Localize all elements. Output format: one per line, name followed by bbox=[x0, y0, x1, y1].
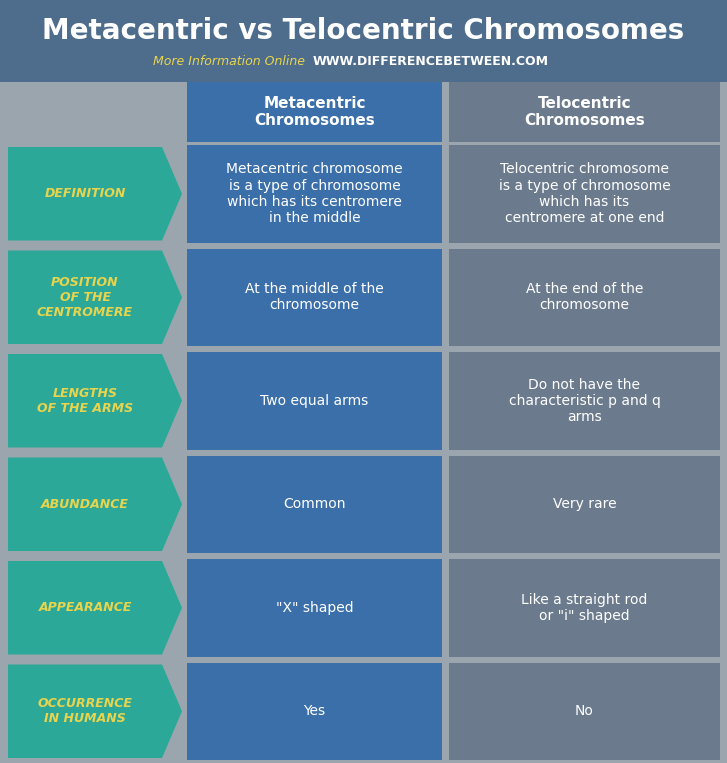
Text: Common: Common bbox=[284, 497, 346, 511]
Text: Metacentric chromosome
is a type of chromosome
which has its centromere
in the m: Metacentric chromosome is a type of chro… bbox=[226, 163, 403, 225]
FancyBboxPatch shape bbox=[449, 456, 720, 553]
FancyBboxPatch shape bbox=[187, 249, 442, 346]
Polygon shape bbox=[8, 147, 182, 240]
Text: Do not have the
characteristic p and q
arms: Do not have the characteristic p and q a… bbox=[509, 378, 660, 424]
FancyBboxPatch shape bbox=[449, 662, 720, 760]
Text: Telocentric chromosome
is a type of chromosome
which has its
centromere at one e: Telocentric chromosome is a type of chro… bbox=[499, 163, 670, 225]
FancyBboxPatch shape bbox=[449, 352, 720, 449]
Text: Metacentric
Chromosomes: Metacentric Chromosomes bbox=[254, 96, 375, 128]
FancyBboxPatch shape bbox=[449, 559, 720, 656]
FancyBboxPatch shape bbox=[187, 352, 442, 449]
Text: Telocentric
Chromosomes: Telocentric Chromosomes bbox=[524, 96, 645, 128]
Polygon shape bbox=[8, 665, 182, 758]
Text: No: No bbox=[575, 704, 594, 718]
FancyBboxPatch shape bbox=[187, 82, 442, 142]
Text: APPEARANCE: APPEARANCE bbox=[39, 601, 132, 614]
Text: LENGTHS
OF THE ARMS: LENGTHS OF THE ARMS bbox=[37, 387, 133, 415]
Polygon shape bbox=[8, 561, 182, 655]
Text: Metacentric vs Telocentric Chromosomes: Metacentric vs Telocentric Chromosomes bbox=[42, 17, 685, 45]
FancyBboxPatch shape bbox=[449, 249, 720, 346]
Polygon shape bbox=[8, 250, 182, 344]
Text: Two equal arms: Two equal arms bbox=[260, 394, 369, 407]
Polygon shape bbox=[8, 458, 182, 551]
Text: DEFINITION: DEFINITION bbox=[44, 187, 126, 200]
Text: At the end of the
chromosome: At the end of the chromosome bbox=[526, 282, 643, 312]
Polygon shape bbox=[8, 354, 182, 448]
Text: WWW.DIFFERENCEBETWEEN.COM: WWW.DIFFERENCEBETWEEN.COM bbox=[313, 55, 549, 68]
Text: More Information Online: More Information Online bbox=[153, 55, 305, 68]
FancyBboxPatch shape bbox=[0, 0, 727, 82]
Text: "X" shaped: "X" shaped bbox=[276, 600, 353, 615]
FancyBboxPatch shape bbox=[187, 456, 442, 553]
Text: Very rare: Very rare bbox=[553, 497, 616, 511]
Text: Yes: Yes bbox=[303, 704, 326, 718]
FancyBboxPatch shape bbox=[187, 662, 442, 760]
FancyBboxPatch shape bbox=[449, 82, 720, 142]
Text: ABUNDANCE: ABUNDANCE bbox=[41, 497, 129, 510]
Text: Like a straight rod
or "i" shaped: Like a straight rod or "i" shaped bbox=[521, 593, 648, 623]
Text: At the middle of the
chromosome: At the middle of the chromosome bbox=[245, 282, 384, 312]
FancyBboxPatch shape bbox=[187, 145, 442, 243]
FancyBboxPatch shape bbox=[187, 559, 442, 656]
Text: OCCURRENCE
IN HUMANS: OCCURRENCE IN HUMANS bbox=[38, 697, 132, 726]
Text: POSITION
OF THE
CENTROMERE: POSITION OF THE CENTROMERE bbox=[37, 275, 133, 319]
FancyBboxPatch shape bbox=[449, 145, 720, 243]
